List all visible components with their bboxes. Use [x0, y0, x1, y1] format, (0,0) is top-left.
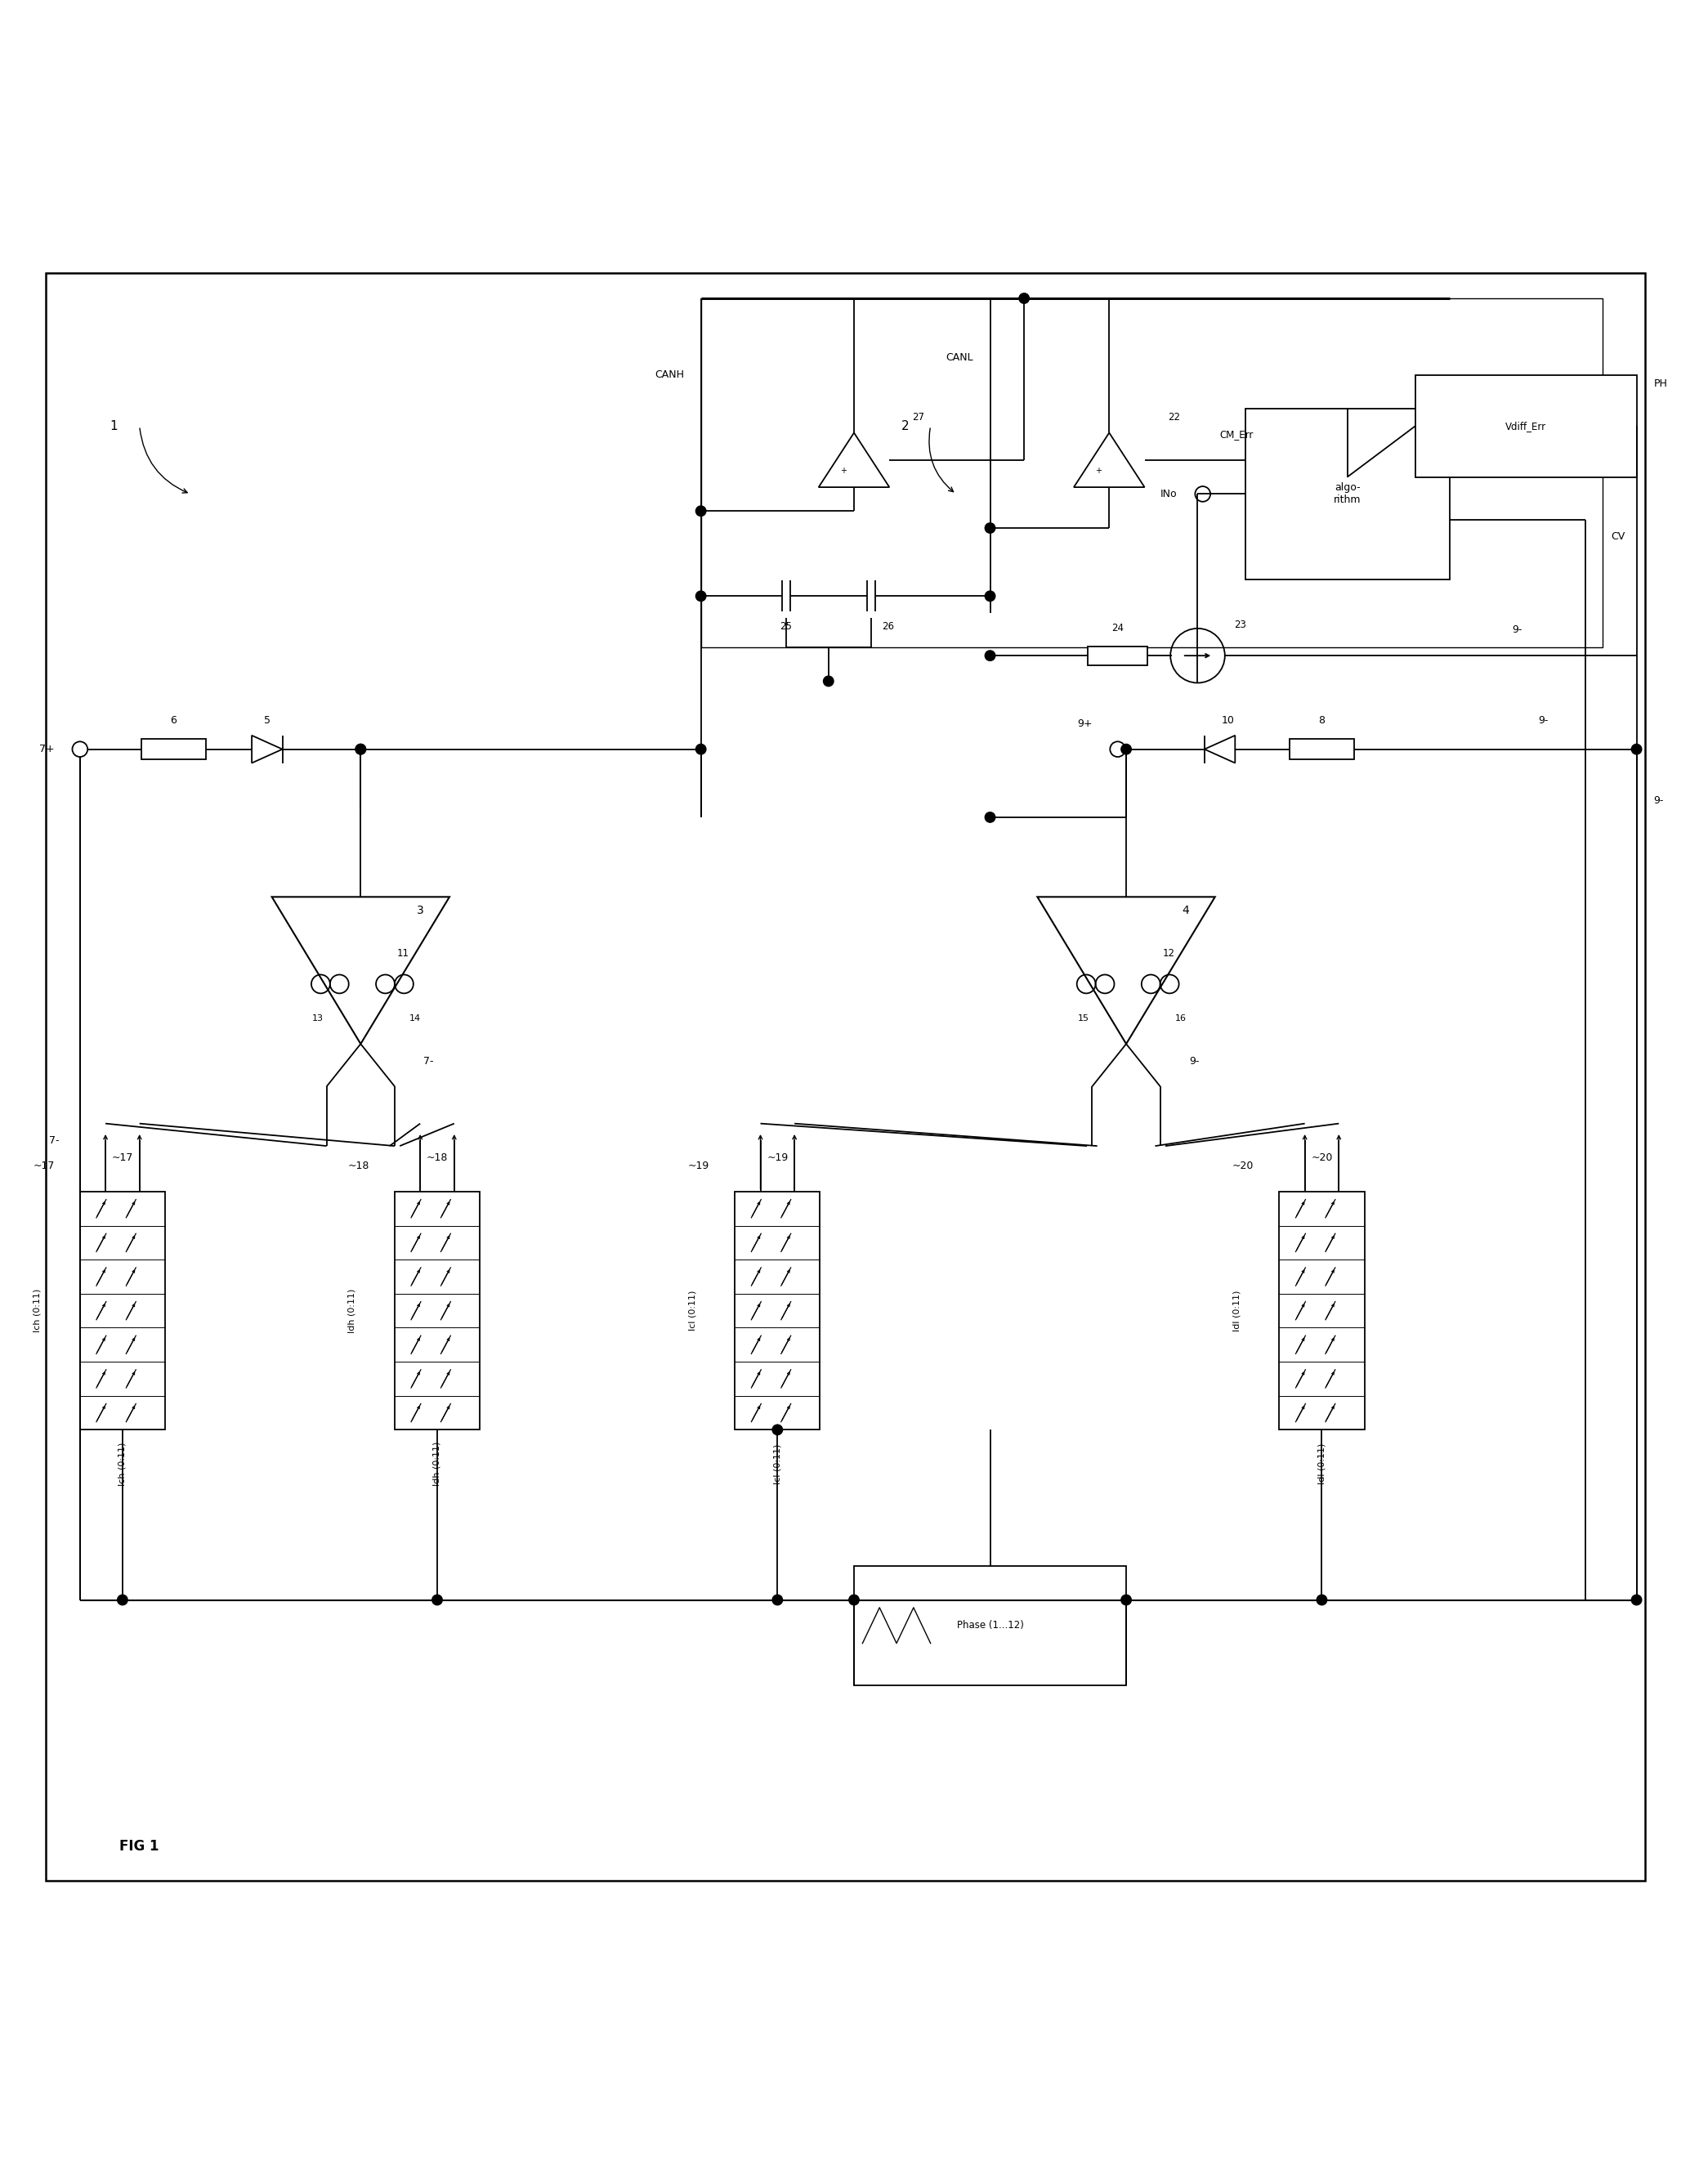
- Text: CANH: CANH: [654, 370, 683, 379]
- Circle shape: [986, 523, 996, 534]
- Text: +: +: [840, 466, 847, 475]
- Circle shape: [772, 1425, 782, 1436]
- Text: CANL: CANL: [946, 353, 974, 364]
- Text: 9+: 9+: [1078, 719, 1091, 730]
- Text: CM_Err: CM_Err: [1220, 429, 1254, 440]
- Bar: [142, 739, 207, 760]
- Bar: [1290, 739, 1354, 760]
- Text: Phase (1...12): Phase (1...12): [956, 1621, 1023, 1630]
- Text: ~18: ~18: [348, 1161, 369, 1172]
- Bar: [854, 1567, 1126, 1684]
- Bar: [80, 1192, 166, 1429]
- Text: 7-: 7-: [424, 1055, 434, 1066]
- Text: 22: 22: [1168, 412, 1180, 423]
- Text: 5: 5: [263, 715, 270, 726]
- Text: 7-: 7-: [50, 1135, 60, 1146]
- Circle shape: [432, 1595, 442, 1606]
- Bar: [395, 1192, 480, 1429]
- Text: Idl (0:11): Idl (0:11): [1233, 1290, 1240, 1331]
- Text: Icl (0:11): Icl (0:11): [688, 1290, 697, 1331]
- Text: 16: 16: [1175, 1013, 1187, 1022]
- Text: Ich (0:11): Ich (0:11): [118, 1442, 126, 1486]
- Bar: [1279, 1192, 1365, 1429]
- Text: 11: 11: [396, 948, 410, 959]
- Circle shape: [1631, 743, 1641, 754]
- Text: +: +: [1095, 466, 1102, 475]
- Bar: [1245, 410, 1450, 580]
- Text: 14: 14: [410, 1013, 420, 1022]
- Text: 2: 2: [902, 421, 909, 431]
- Circle shape: [1120, 743, 1131, 754]
- Circle shape: [772, 1595, 782, 1606]
- Text: Idh (0:11): Idh (0:11): [434, 1442, 441, 1486]
- Text: 8: 8: [1319, 715, 1325, 726]
- Circle shape: [986, 591, 996, 601]
- Text: 9-: 9-: [1512, 625, 1522, 636]
- Text: ~19: ~19: [767, 1153, 787, 1164]
- Text: Ich (0:11): Ich (0:11): [34, 1288, 41, 1334]
- Text: 3: 3: [417, 904, 424, 917]
- Text: 23: 23: [1235, 619, 1247, 630]
- Text: 25: 25: [781, 621, 793, 632]
- Text: 9-: 9-: [1189, 1055, 1199, 1066]
- Circle shape: [1020, 294, 1030, 303]
- Bar: [1416, 375, 1636, 477]
- Text: 13: 13: [313, 1013, 325, 1022]
- Text: ~20: ~20: [1231, 1161, 1254, 1172]
- Text: algo-
rithm: algo- rithm: [1334, 482, 1361, 506]
- Circle shape: [695, 506, 705, 516]
- Circle shape: [986, 652, 996, 660]
- Text: Vdiff_Err: Vdiff_Err: [1505, 421, 1546, 431]
- Text: 6: 6: [171, 715, 176, 726]
- Text: ~20: ~20: [1312, 1153, 1332, 1164]
- Text: 26: 26: [881, 621, 895, 632]
- Text: Idl (0:11): Idl (0:11): [1319, 1442, 1325, 1484]
- Text: ~17: ~17: [32, 1161, 55, 1172]
- Text: Idh (0:11): Idh (0:11): [348, 1288, 357, 1334]
- Text: FIG 1: FIG 1: [120, 1839, 159, 1854]
- Circle shape: [1631, 1595, 1641, 1606]
- Text: ~19: ~19: [688, 1161, 709, 1172]
- Circle shape: [1317, 1595, 1327, 1606]
- Text: 4: 4: [1182, 904, 1189, 917]
- Text: CV: CV: [1611, 532, 1624, 543]
- Circle shape: [355, 743, 366, 754]
- Text: 10: 10: [1221, 715, 1235, 726]
- Bar: [700, 299, 1602, 647]
- Text: 9-: 9-: [1653, 795, 1664, 806]
- Text: 15: 15: [1078, 1013, 1090, 1022]
- Text: ~17: ~17: [111, 1153, 133, 1164]
- Circle shape: [849, 1595, 859, 1606]
- Text: 7+: 7+: [39, 743, 55, 754]
- Text: Icl (0:11): Icl (0:11): [774, 1445, 782, 1484]
- Circle shape: [823, 675, 834, 686]
- Circle shape: [695, 591, 705, 601]
- Circle shape: [118, 1595, 128, 1606]
- Text: 1: 1: [109, 421, 118, 431]
- Text: 27: 27: [912, 412, 924, 423]
- Text: 9-: 9-: [1537, 715, 1547, 726]
- Bar: [1088, 647, 1148, 665]
- Circle shape: [1120, 1595, 1131, 1606]
- Circle shape: [986, 813, 996, 821]
- Text: INo: INo: [1160, 488, 1177, 499]
- Bar: [734, 1192, 820, 1429]
- Text: 24: 24: [1112, 623, 1124, 634]
- Text: PH: PH: [1653, 379, 1667, 388]
- Circle shape: [355, 743, 366, 754]
- Text: ~18: ~18: [427, 1153, 447, 1164]
- Circle shape: [695, 743, 705, 754]
- Text: 12: 12: [1163, 948, 1175, 959]
